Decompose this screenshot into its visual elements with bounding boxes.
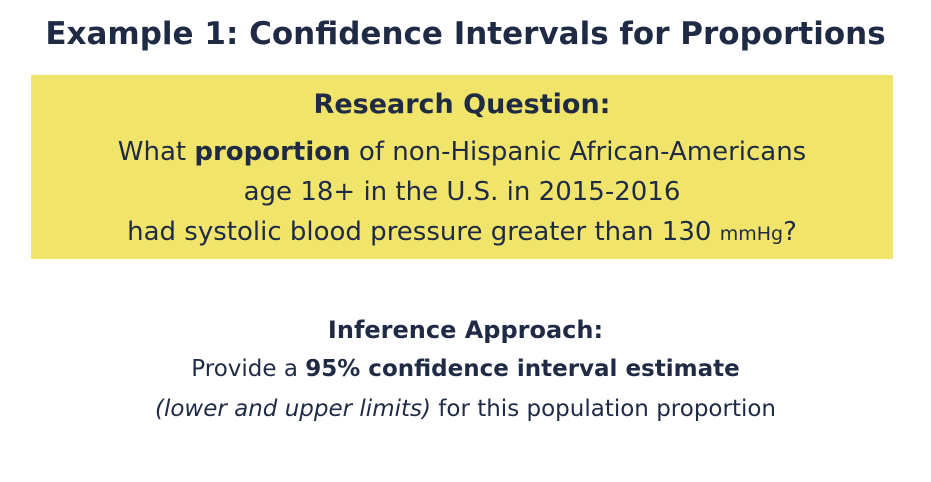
inference-approach-heading: Inference Approach: (327, 316, 604, 344)
line1-suffix: of non-Hispanic African-Americans (350, 137, 807, 167)
line3-suffix: ? (783, 217, 797, 247)
research-question-line-2: age 18+ in the U.S. in 2015-2016 (243, 177, 681, 207)
line3-unit: mmHg (719, 223, 784, 245)
research-question-heading: Research Question: (313, 89, 611, 120)
approach-line1-emphasis: 95% confidence interval estimate (305, 356, 740, 382)
slide-title: Example 1: Confidence Intervals for Prop… (45, 16, 886, 52)
research-question-box: Research Question: What proportion of no… (31, 75, 893, 259)
line1-emphasis: proportion (194, 137, 351, 167)
research-question-line-1: What proportion of non-Hispanic African-… (31, 137, 893, 167)
approach-line2-suffix: for this population proportion (430, 396, 777, 422)
inference-approach-line-2: (lower and upper limits) for this popula… (0, 396, 931, 422)
line3-prefix: had systolic blood pressure greater than… (127, 217, 720, 247)
approach-line1-prefix: Provide a (191, 356, 306, 382)
line1-prefix: What (117, 137, 195, 167)
approach-line2-italic: (lower and upper limits) (154, 396, 431, 422)
inference-approach-line-1: Provide a 95% confidence interval estima… (0, 356, 931, 382)
research-question-line-3: had systolic blood pressure greater than… (31, 217, 893, 247)
